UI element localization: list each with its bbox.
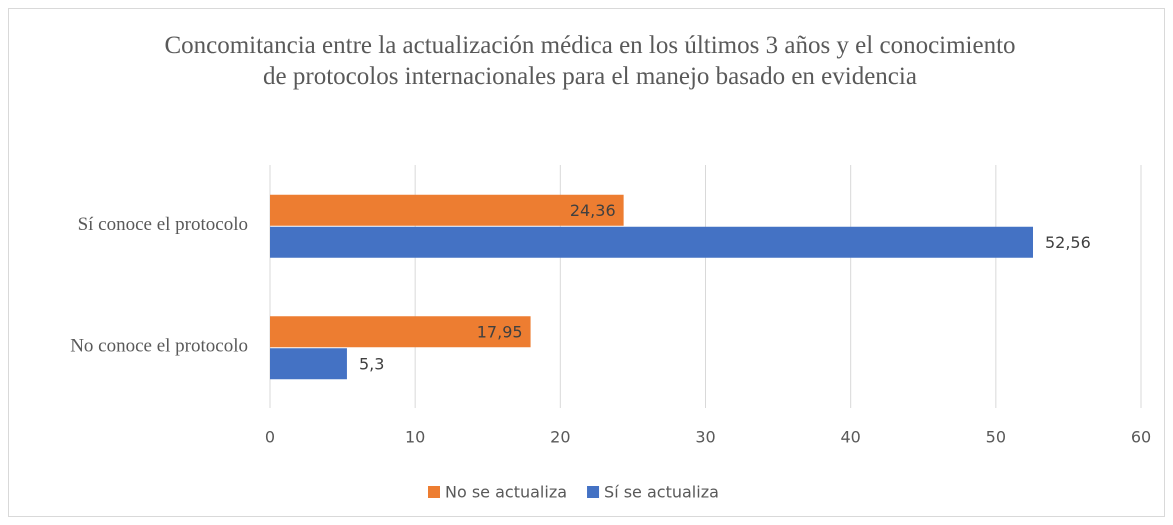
x-tick-label: 50: [986, 428, 1006, 447]
chart-border: [8, 8, 1165, 517]
x-tick-label: 10: [405, 428, 425, 447]
legend-label: No se actualiza: [445, 483, 567, 502]
bar: [270, 348, 347, 380]
legend-swatch: [428, 486, 440, 498]
data-label: 5,3: [359, 354, 384, 373]
y-tick-label: No conoce el protocolo: [70, 336, 248, 357]
x-tick-label: 60: [1131, 428, 1151, 447]
x-tick-label: 0: [265, 428, 275, 447]
x-tick-label: 20: [550, 428, 570, 447]
data-label: 52,56: [1045, 233, 1091, 252]
x-tick-label: 30: [695, 428, 715, 447]
data-label: 17,95: [477, 322, 523, 341]
legend-label: Sí se actualiza: [604, 483, 719, 502]
legend-swatch: [587, 486, 600, 498]
y-tick-label: Sí conoce el protocolo: [78, 214, 248, 235]
bar: [270, 194, 624, 226]
bar: [270, 316, 531, 348]
x-tick-label: 40: [840, 428, 860, 447]
chart-title: Concomitancia entre la actualización méd…: [164, 32, 1016, 90]
bar: [270, 226, 1033, 258]
data-label: 24,36: [570, 201, 616, 220]
